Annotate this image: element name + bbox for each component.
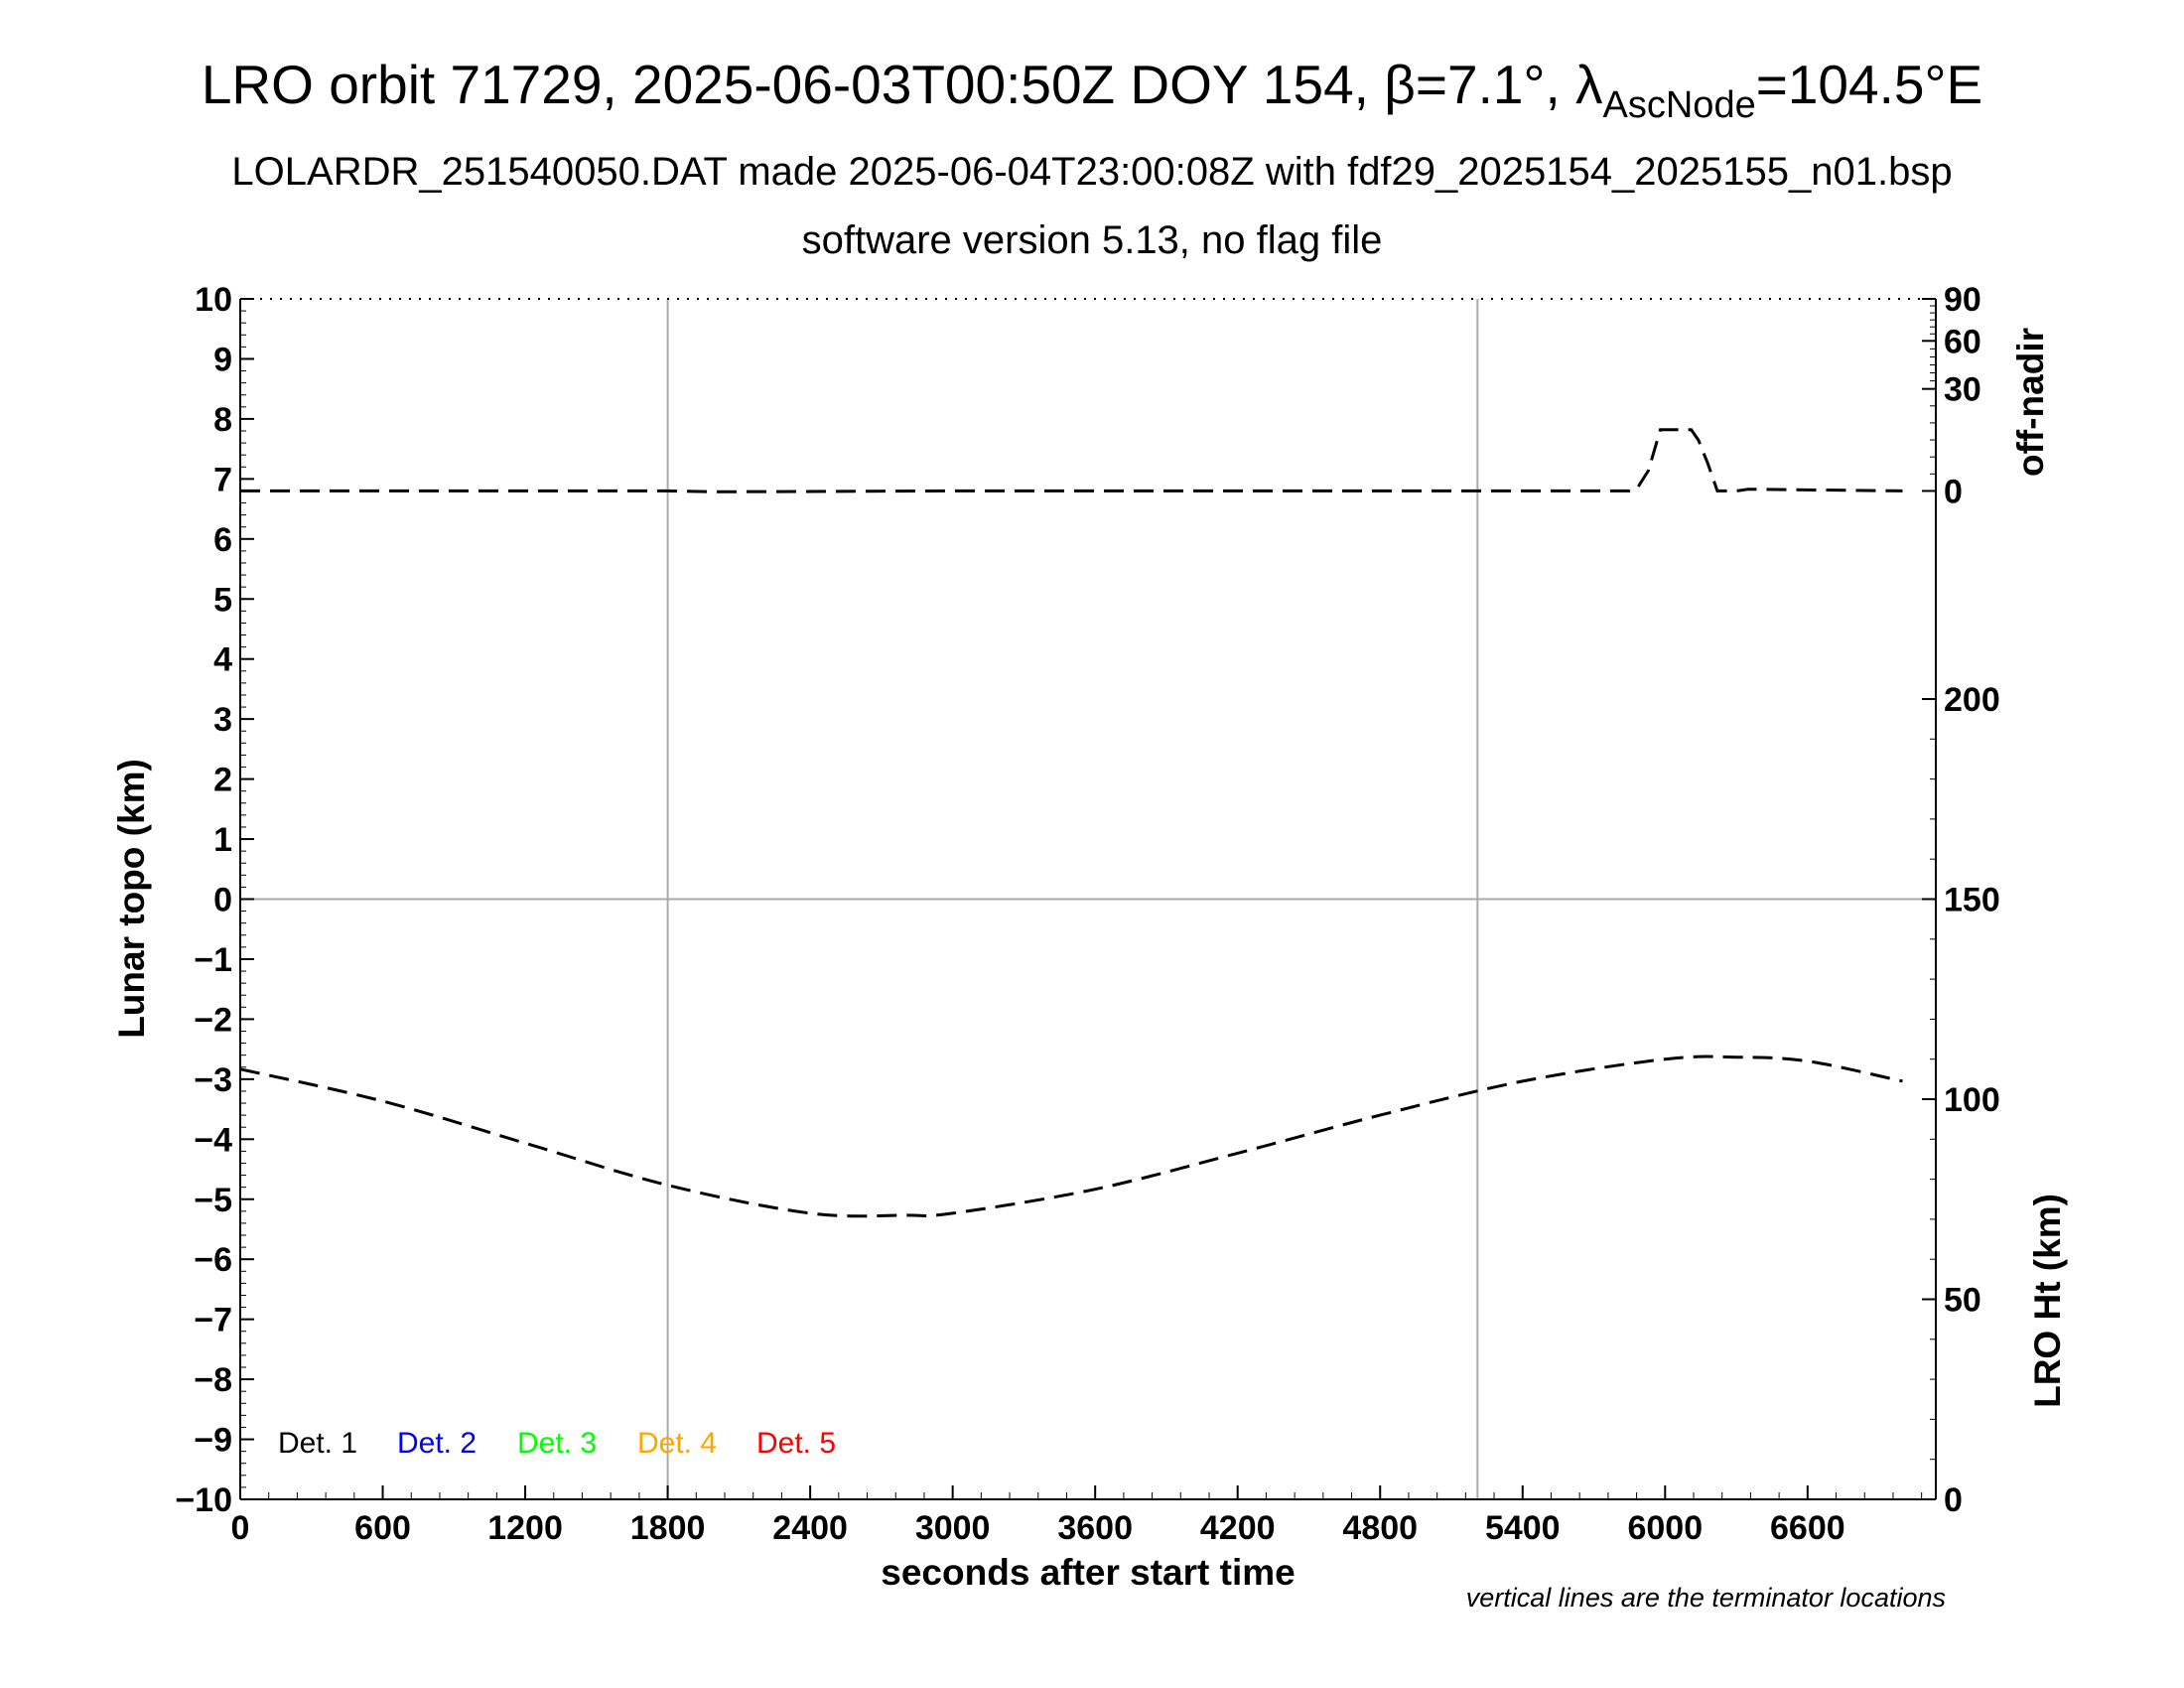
y-tick-label: −7 [194,1302,232,1339]
title-beta-value: =7.1°, [1416,54,1575,115]
x-tick-label: 2400 [772,1509,848,1547]
off-nadir-tick-label: 0 [1944,473,1963,510]
title-beta-symbol: β [1384,54,1416,115]
chart-subtitle: LOLARDR_251540050.DAT made 2025-06-04T23… [231,150,1952,194]
legend: Det. 1 Det. 2 Det. 3 Det. 4 Det. 5 [278,1427,836,1460]
y-tick-label: −8 [194,1361,232,1399]
y-axis-label-off-nadir: off-nadir [2010,328,2051,477]
lro-ht-series-line [239,1055,1903,1218]
lro-ht-tick-label: 0 [1944,1481,1963,1519]
legend-entry-det-1: Det. 1 [278,1427,357,1460]
x-tick-label: 3600 [1057,1509,1133,1547]
lro-ht-tick-label: 100 [1944,1081,2000,1119]
y-tick-label: 7 [213,461,232,498]
x-tick-label: 6600 [1770,1509,1845,1547]
title-lambda-value: =104.5°E [1756,54,1982,115]
lro-ht-tick-label: 150 [1944,882,2000,919]
y-tick-label: −6 [194,1241,232,1279]
y-tick-label: 10 [195,281,232,319]
chart-version-line: software version 5.13, no flag file [802,218,1383,262]
off-nadir-tick-label: 30 [1944,371,1981,409]
x-tick-label: 1800 [630,1509,706,1547]
y-axis-label-lro-ht: LRO Ht (km) [2027,1194,2068,1408]
y-tick-label: 8 [213,401,232,439]
grid-layer [240,299,1936,1499]
x-axis-label: seconds after start time [881,1552,1295,1593]
x-tick-label: 600 [354,1509,411,1547]
series-layer [239,428,1903,1218]
title-lambda-symbol: λ [1575,54,1603,115]
off-nadir-series-line [240,428,1903,493]
y-tick-label: −2 [194,1001,232,1039]
chart-title: LRO orbit 71729, 2025-06-03T00:50Z DOY 1… [202,54,1982,126]
y-tick-label: 6 [213,521,232,559]
y-tick-label: 2 [213,762,232,799]
x-tick-label: 6000 [1627,1509,1703,1547]
x-tick-label: 1200 [487,1509,563,1547]
terminator-footnote: vertical lines are the terminator locati… [1466,1583,1946,1613]
y-tick-label: 0 [213,882,232,919]
axis-ticks [239,298,1936,1500]
off-nadir-tick-label: 90 [1944,281,1981,319]
title-lambda-subscript: AscNode [1603,84,1756,126]
y-tick-label: −4 [194,1121,232,1159]
legend-entry-det-2: Det. 2 [397,1427,477,1460]
y-tick-label: −5 [194,1182,232,1219]
y-tick-label: 9 [213,341,232,378]
y-axis-label-left: Lunar topo (km) [111,759,152,1039]
y-tick-label: 4 [213,641,232,679]
legend-entry-det-4: Det. 4 [637,1427,717,1460]
lro-ht-tick-label: 50 [1944,1282,1981,1320]
lro-ht-tick-label: 200 [1944,681,2000,719]
off-nadir-tick-label: 60 [1944,323,1981,360]
y-tick-label: 3 [213,701,232,739]
x-tick-label: 0 [231,1509,250,1547]
x-tick-label: 4800 [1342,1509,1418,1547]
legend-entry-det-3: Det. 3 [517,1427,597,1460]
legend-entry-det-5: Det. 5 [756,1427,836,1460]
x-tick-label: 5400 [1485,1509,1561,1547]
y-tick-label: 1 [213,821,232,859]
y-tick-label: 5 [213,581,232,619]
title-main: LRO orbit 71729, 2025-06-03T00:50Z DOY 1… [202,54,1384,115]
x-tick-label: 3000 [915,1509,991,1547]
y-tick-label: −9 [194,1422,232,1460]
x-tick-label: 4200 [1200,1509,1276,1547]
y-tick-label: −3 [194,1061,232,1099]
y-tick-label: −1 [194,941,232,979]
y-tick-label: −10 [175,1481,232,1519]
